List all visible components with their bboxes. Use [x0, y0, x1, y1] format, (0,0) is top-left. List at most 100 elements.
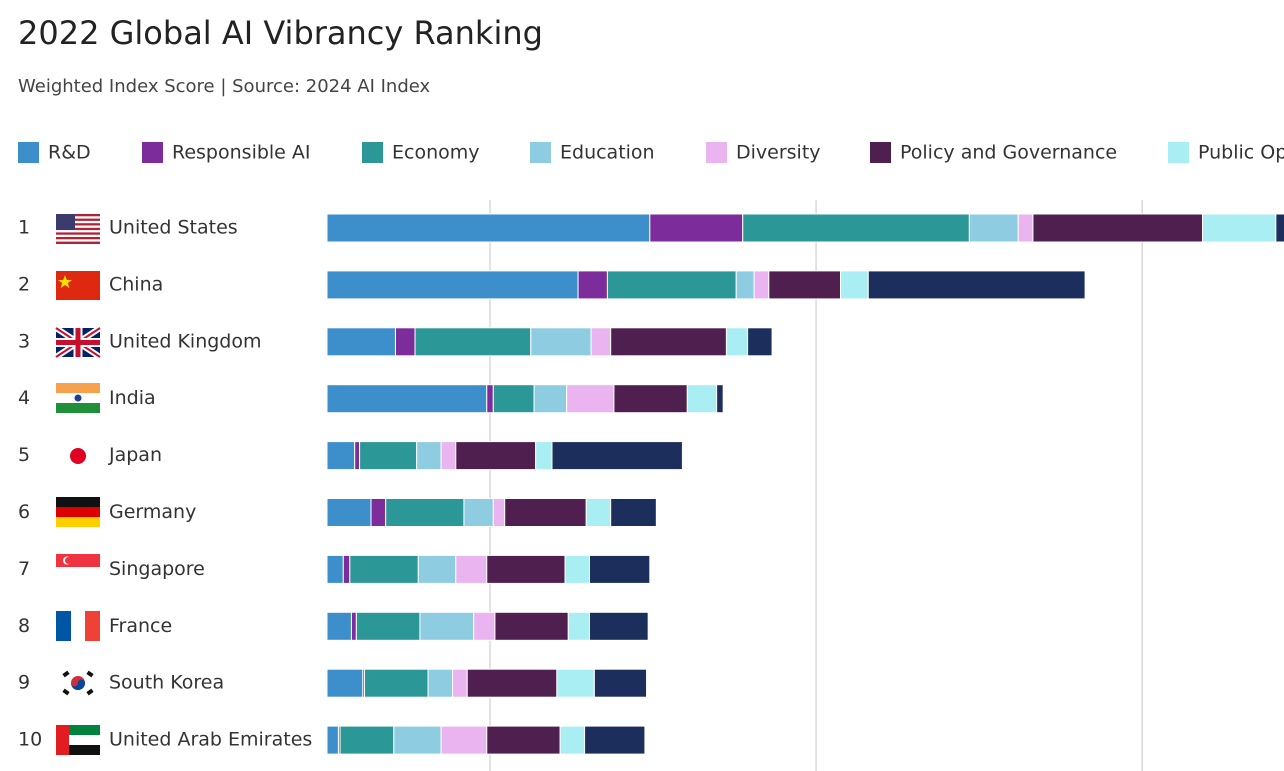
bar-segment: [370, 498, 387, 527]
category-label: United States: [109, 217, 238, 239]
bar-segment: [452, 668, 468, 698]
bar-segment: [419, 611, 475, 641]
rank-label: 4: [18, 387, 30, 409]
bar-segment: [588, 554, 651, 584]
category-label: United Kingdom: [109, 330, 262, 352]
rank-label: 5: [18, 444, 30, 466]
bar-segment: [416, 441, 442, 471]
rank-label: 9: [18, 672, 30, 694]
bar-segment: [564, 554, 590, 584]
legend-swatch: [362, 142, 383, 163]
bar-segment: [585, 498, 612, 527]
rank-label: 1: [18, 217, 30, 239]
bar-segment: [649, 213, 744, 243]
legend-label: Education: [560, 142, 655, 164]
chart-subtitle: Weighted Index Score | Source: 2024 AI I…: [18, 76, 431, 97]
bar-segment: [1275, 213, 1284, 243]
bar-segment: [326, 554, 344, 584]
bar-segment: [326, 725, 339, 755]
rank-label: 3: [18, 330, 30, 352]
bar-segment: [342, 554, 351, 584]
bar-segment: [588, 611, 649, 641]
bar-segment: [326, 441, 356, 471]
legend-swatch: [142, 142, 163, 163]
rank-label: 8: [18, 615, 30, 637]
bar-segment: [492, 498, 506, 527]
bar-segment: [463, 498, 494, 527]
category-label: India: [109, 387, 156, 409]
category-label: United Arab Emirates: [109, 729, 312, 751]
legend-swatch: [18, 142, 39, 163]
legend-label: Public Opinion: [1198, 142, 1284, 164]
bar-segment: [530, 327, 592, 357]
bar-segment: [359, 441, 418, 471]
flag-uk: [54, 325, 102, 360]
bar-segment: [590, 327, 612, 357]
bar-segment: [504, 498, 587, 527]
flags: [54, 214, 102, 755]
bar-segment: [486, 384, 494, 414]
flag-ae: [56, 725, 100, 755]
bar-segment: [567, 611, 590, 641]
bar-segment: [492, 384, 535, 414]
category-label: Germany: [109, 501, 196, 523]
bar-segment: [326, 270, 579, 300]
legend-label: Economy: [392, 142, 480, 164]
flag-fr: [56, 611, 100, 641]
bar-segment: [466, 668, 558, 698]
category-label: China: [109, 273, 163, 295]
bar-segment: [551, 441, 683, 471]
legend-label: R&D: [48, 142, 91, 164]
bar-segment: [1201, 213, 1277, 243]
legend-swatch: [1168, 142, 1189, 163]
bar-segment: [1017, 213, 1034, 243]
bar-segment: [735, 270, 755, 300]
category-label: Japan: [108, 444, 162, 466]
flag-kr: [62, 670, 94, 696]
bar-segment: [742, 213, 970, 243]
bar-segment: [840, 270, 869, 300]
bar-segment: [440, 725, 488, 755]
bar-segment: [1032, 213, 1203, 243]
bar-segment: [533, 384, 568, 414]
bar-segment: [606, 270, 737, 300]
bar-segment: [394, 327, 416, 357]
bar-segment: [686, 384, 718, 414]
bar-segment: [339, 725, 395, 755]
bar-segment: [747, 327, 773, 357]
bar-segment: [725, 327, 749, 357]
legend-swatch: [530, 142, 551, 163]
bar-segment: [326, 668, 364, 698]
rank-label: 10: [18, 729, 42, 751]
flag-sg: [56, 554, 100, 580]
bar-segment: [326, 327, 396, 357]
rank-label: 6: [18, 501, 30, 523]
bar-segment: [349, 554, 419, 584]
bar-segment: [455, 441, 537, 471]
bar-segment: [326, 384, 488, 414]
flag-de: [56, 497, 100, 527]
bar-segment: [486, 725, 561, 755]
rank-label: 2: [18, 273, 30, 295]
flag-in: [56, 383, 100, 413]
bar-segment: [566, 384, 615, 414]
flag-cn: [56, 271, 100, 300]
bar-segment: [385, 498, 465, 527]
bar-segment: [494, 611, 569, 641]
bar-segment: [350, 611, 357, 641]
bar-segment: [716, 384, 724, 414]
rank-label: 7: [18, 558, 30, 580]
bar-segment: [556, 668, 595, 698]
chart-title: 2022 Global AI Vibrancy Ranking: [18, 14, 543, 52]
flag-jp: [70, 448, 86, 464]
legend-label: Diversity: [736, 142, 821, 164]
bar-segment: [355, 611, 421, 641]
bar-segment: [354, 441, 361, 471]
bar-segment: [867, 270, 1086, 300]
category-label: France: [109, 615, 172, 637]
bar-segment: [414, 327, 532, 357]
bar-segment: [326, 611, 352, 641]
bar-segment: [393, 725, 442, 755]
bar-segment: [535, 441, 553, 471]
